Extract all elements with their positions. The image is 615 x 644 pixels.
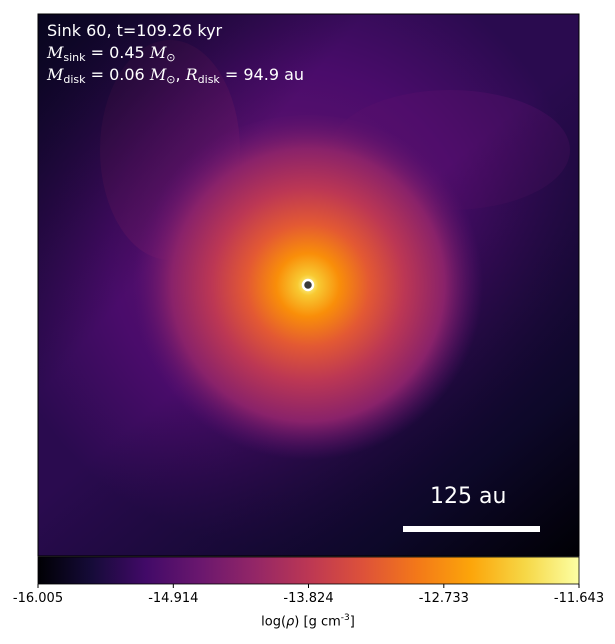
sink-mass-annotation: Msink = 0.45 M⊙ <box>47 43 176 64</box>
plot-frame <box>37 13 580 557</box>
scale-bar-label: 125 au <box>430 484 507 509</box>
sink-marker <box>301 278 315 292</box>
colorbar <box>37 556 580 585</box>
colorbar-tick-label: -12.733 <box>418 591 469 606</box>
colorbar-tick-label: -11.643 <box>553 591 605 606</box>
colorbar-label: log(ρ) [g cm-3] <box>261 613 355 630</box>
scale-bar <box>403 526 540 532</box>
colorbar-tick-label: -14.914 <box>148 591 199 606</box>
chart-title: Sink 60, t=109.26 kyr <box>47 21 223 40</box>
disk-annotation: Mdisk = 0.06 M⊙, Rdisk = 94.9 au <box>47 65 305 86</box>
colorbar-ticks <box>37 584 580 588</box>
colorbar-tick-label: -13.824 <box>283 591 334 606</box>
colorbar-tick-label: -16.005 <box>12 591 64 606</box>
